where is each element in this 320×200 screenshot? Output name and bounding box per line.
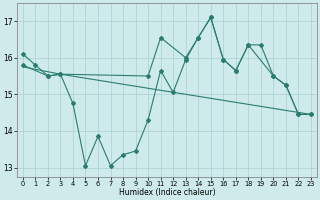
X-axis label: Humidex (Indice chaleur): Humidex (Indice chaleur) [119, 188, 215, 197]
